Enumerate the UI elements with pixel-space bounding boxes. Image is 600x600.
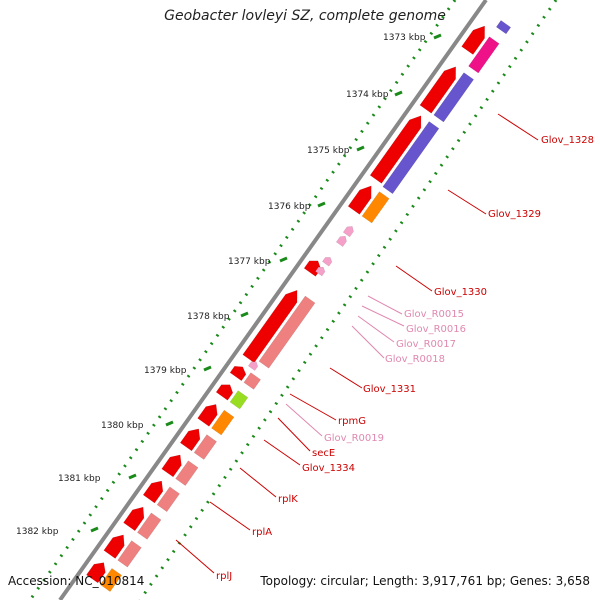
gene-label: Glov_R0018 xyxy=(385,354,445,365)
tick-label: 1373 kbp xyxy=(383,33,426,43)
cog-feature xyxy=(156,486,180,513)
cds-feature xyxy=(242,289,298,364)
leader-line xyxy=(395,265,433,292)
gene-label: Glov_1329 xyxy=(488,209,541,220)
tick-label: 1376 kbp xyxy=(268,202,311,212)
gene-label: secE xyxy=(312,448,335,459)
cds-feature xyxy=(369,115,422,184)
cds-feature xyxy=(86,562,106,584)
accession-text: Accession: NC_010814 xyxy=(8,574,145,588)
gene-label: Glov_R0015 xyxy=(404,309,464,320)
rna-feature xyxy=(247,361,259,371)
leader-line xyxy=(351,325,385,359)
gene-label: rplA xyxy=(252,527,272,538)
gene-label: Glov_R0019 xyxy=(324,433,384,444)
gene-label: Glov_1334 xyxy=(302,463,355,474)
cog-feature xyxy=(175,460,199,486)
gene-label: rplK xyxy=(278,494,298,505)
cog-feature xyxy=(193,434,217,460)
cog-feature xyxy=(99,568,123,592)
cds-feature xyxy=(347,185,372,215)
gene-label: rplJ xyxy=(216,571,232,582)
tick-mark xyxy=(90,526,99,533)
cds-feature xyxy=(179,428,201,452)
leader-line xyxy=(289,393,337,421)
gene-label: Glov_R0016 xyxy=(406,324,466,335)
tick-label: 1374 kbp xyxy=(346,90,389,100)
cog-feature xyxy=(211,409,235,436)
rna-feature xyxy=(315,266,326,277)
genome-summary-text: Topology: circular; Length: 3,917,761 bp… xyxy=(260,574,590,588)
tick-label: 1380 kbp xyxy=(101,421,144,431)
tick-label: 1382 kbp xyxy=(16,527,59,537)
cog-feature xyxy=(137,512,162,540)
tick-label: 1375 kbp xyxy=(307,146,350,156)
tick-mark xyxy=(240,311,249,318)
rna-feature xyxy=(335,235,347,247)
tick-label: 1381 kbp xyxy=(58,474,101,484)
tick-mark xyxy=(394,90,403,97)
cog-feature xyxy=(495,20,512,35)
ruler-line xyxy=(138,0,558,600)
tick-mark xyxy=(279,256,288,263)
cds-feature xyxy=(419,66,456,114)
tick-mark xyxy=(356,145,365,152)
cog-feature xyxy=(361,191,390,224)
cds-feature xyxy=(197,404,218,427)
leader-line xyxy=(277,417,311,452)
leader-line xyxy=(263,439,301,466)
leader-line xyxy=(361,305,405,327)
cog-feature xyxy=(243,372,261,390)
cds-feature xyxy=(142,480,164,504)
leader-line xyxy=(357,315,395,343)
tick-mark xyxy=(165,420,174,427)
tick-mark xyxy=(433,33,442,40)
cog-feature xyxy=(382,121,440,195)
cds-feature xyxy=(461,25,485,55)
leader-line xyxy=(175,539,215,574)
gene-label: rpmG xyxy=(338,416,366,427)
cds-feature xyxy=(103,534,125,559)
cds-feature xyxy=(161,454,182,478)
outer-dotted-line xyxy=(28,0,457,600)
tick-mark xyxy=(128,473,137,480)
cog-feature xyxy=(468,36,500,74)
cog-feature xyxy=(229,390,249,410)
tick-label: 1378 kbp xyxy=(187,312,230,322)
gene-label: Glov_1331 xyxy=(363,384,416,395)
tick-label: 1379 kbp xyxy=(144,366,187,376)
cds-feature xyxy=(229,365,247,382)
cog-feature xyxy=(117,540,142,568)
tick-label: 1377 kbp xyxy=(228,257,271,267)
leader-line xyxy=(367,295,403,315)
leader-line xyxy=(209,501,251,531)
tick-mark xyxy=(317,201,326,208)
rna-feature xyxy=(342,226,354,238)
leader-line xyxy=(497,113,539,141)
rna-feature xyxy=(322,257,333,267)
genome-backbone xyxy=(58,0,488,600)
gene-label: Glov_R0017 xyxy=(396,339,456,350)
gene-label: Glov_1330 xyxy=(434,287,487,298)
leader-line xyxy=(329,367,363,389)
cog-feature xyxy=(258,295,316,369)
leader-line xyxy=(239,467,277,498)
leader-line xyxy=(285,403,323,437)
tick-mark xyxy=(203,365,212,372)
cog-feature xyxy=(433,72,475,123)
gene-label: Glov_1328 xyxy=(541,135,594,146)
cds-feature xyxy=(123,506,145,532)
leader-line xyxy=(447,189,487,215)
cds-feature xyxy=(215,384,234,401)
map-title: Geobacter lovleyi SZ, complete genome xyxy=(164,8,446,24)
